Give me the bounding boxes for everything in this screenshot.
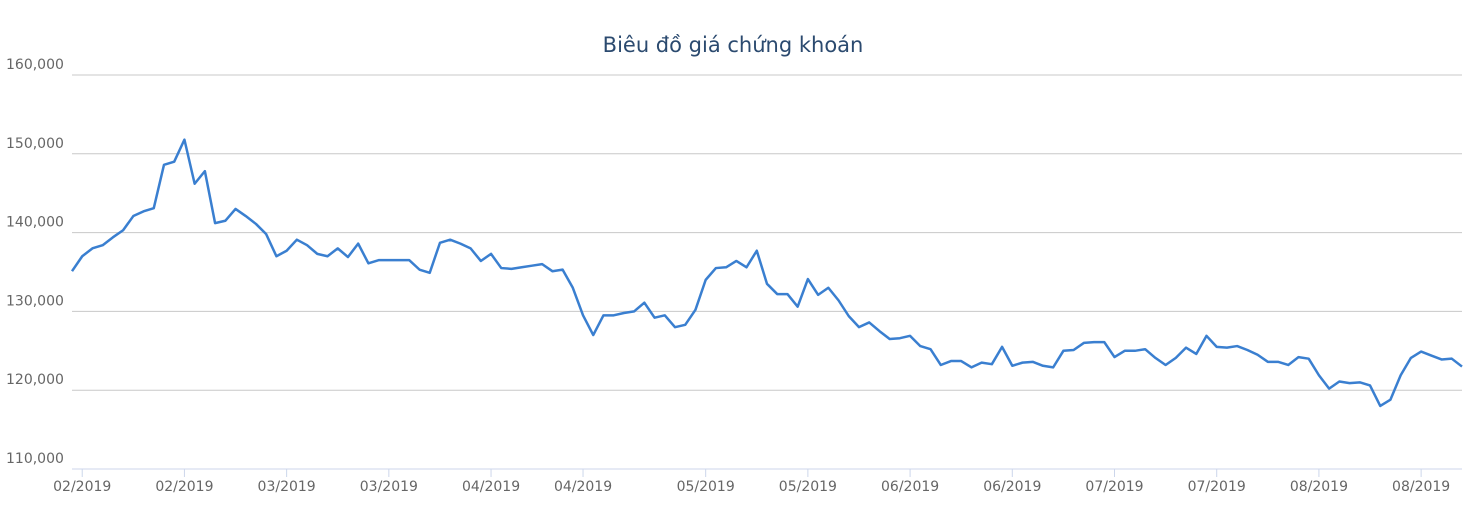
x-tick-label: 06/2019 [881, 479, 939, 495]
x-tick-label: 08/2019 [1290, 479, 1348, 495]
x-tick-label: 04/2019 [462, 479, 520, 495]
x-tick-label: 07/2019 [1188, 479, 1246, 495]
y-tick-label: 150,000 [6, 136, 64, 152]
price-line [70, 138, 1463, 408]
x-tick-label: 02/2019 [53, 479, 111, 495]
y-tick-label: 160,000 [6, 57, 64, 73]
y-tick-label: 140,000 [6, 215, 64, 231]
x-tick-label: 05/2019 [779, 479, 837, 495]
x-tick-label: 07/2019 [1085, 479, 1143, 495]
chart-title: Biêu đồ giá chứng khoán [603, 33, 864, 57]
x-tick-label: 04/2019 [554, 479, 612, 495]
x-tick-label: 08/2019 [1392, 479, 1450, 495]
y-tick-label: 110,000 [6, 451, 64, 467]
x-tick-label: 02/2019 [155, 479, 213, 495]
y-tick-label: 120,000 [6, 372, 64, 388]
y-tick-label: 130,000 [6, 293, 64, 309]
x-tick-label: 06/2019 [983, 479, 1041, 495]
x-tick-label: 03/2019 [360, 479, 418, 495]
x-tick-label: 05/2019 [677, 479, 735, 495]
x-tick-label: 03/2019 [258, 479, 316, 495]
